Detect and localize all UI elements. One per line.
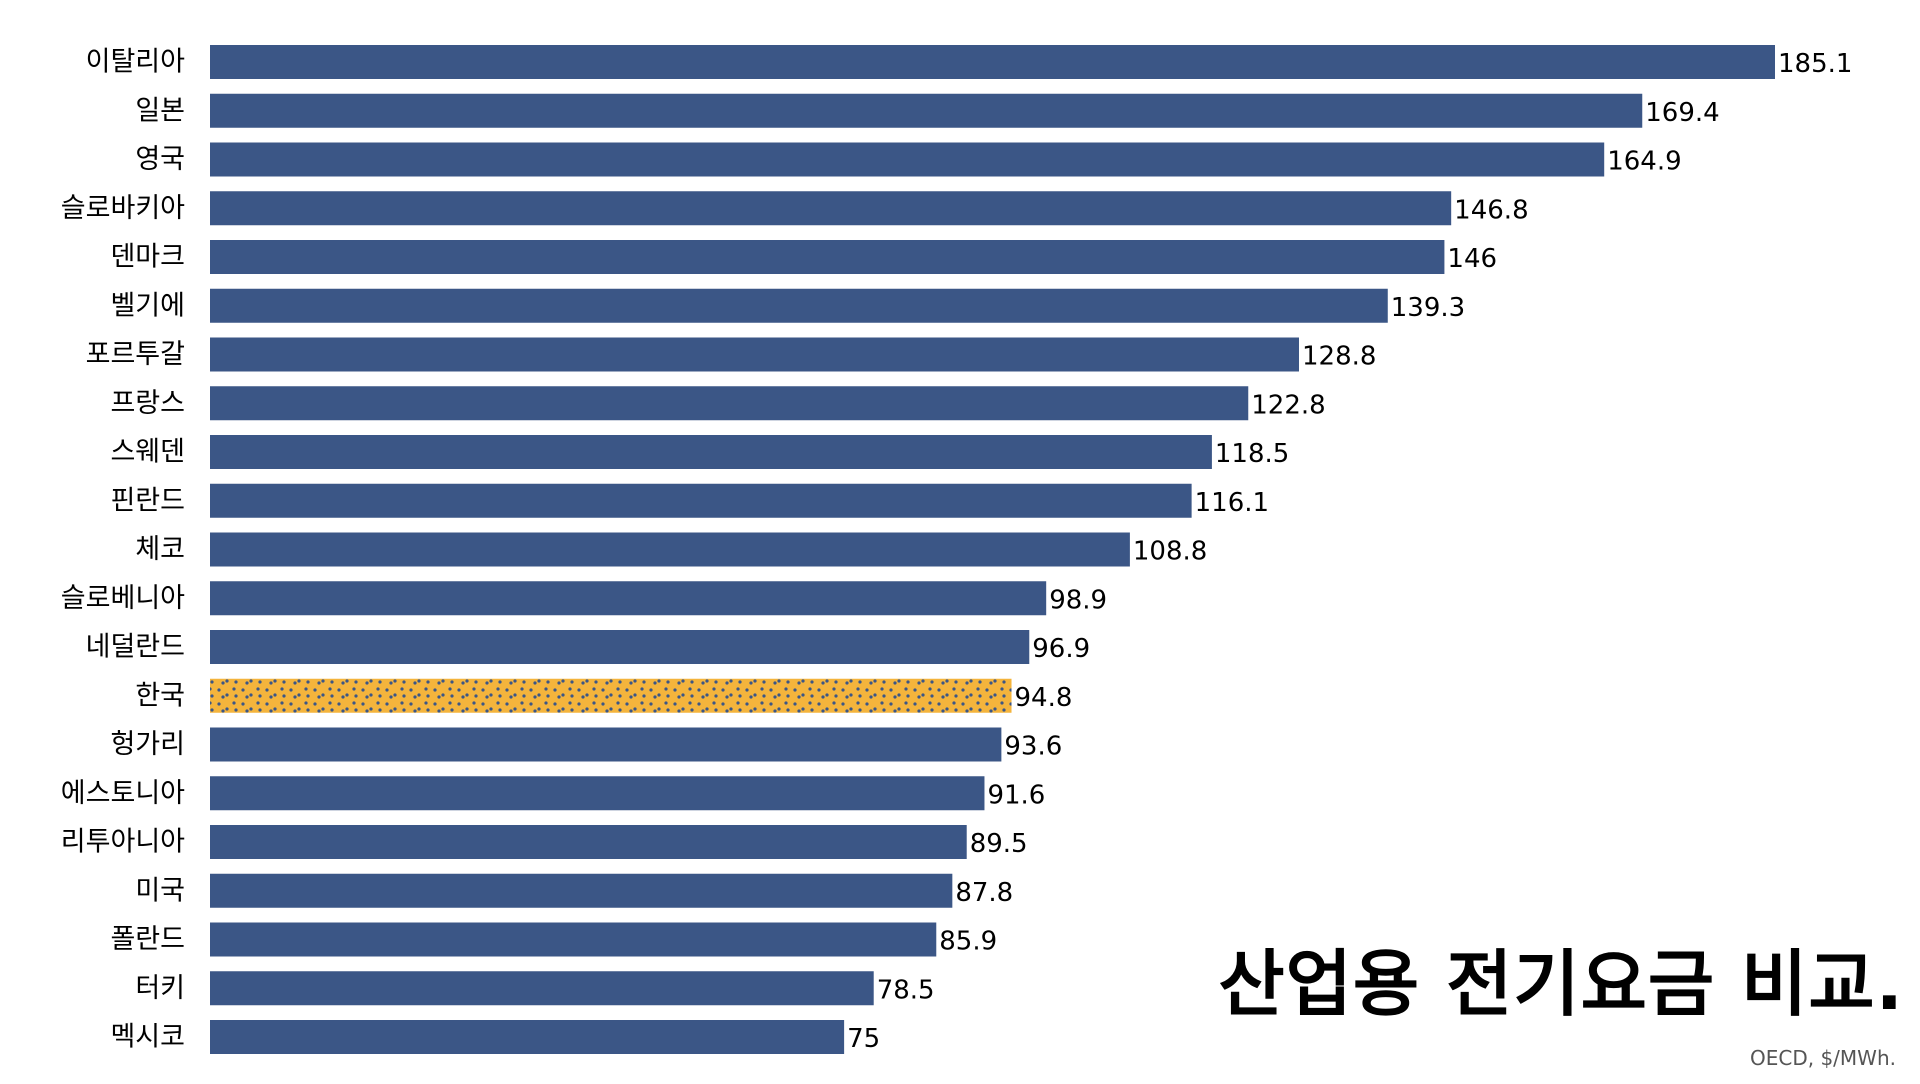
bar-item-11 [210, 581, 1047, 616]
bar-item-8 [210, 435, 1212, 469]
value-label-item-8: 118.5 [1215, 439, 1289, 469]
bar-item-0 [210, 45, 1775, 79]
chart-title: 산업용 전기요금 비교. [1218, 942, 1904, 1026]
category-label-item-13: 한국 [135, 680, 185, 711]
value-label-item-12: 96.9 [1032, 634, 1090, 664]
category-label-item-2: 영국 [135, 144, 185, 175]
bar-item-20 [210, 1020, 845, 1054]
bar-item-4 [210, 240, 1445, 274]
value-label-item-16: 89.5 [970, 829, 1028, 859]
value-label-item-0: 185.1 [1778, 49, 1852, 79]
value-label-item-13: 94.8 [1015, 683, 1073, 713]
bar-item-3 [210, 191, 1452, 226]
bar-item-5 [210, 288, 1388, 323]
value-label-item-9: 116.1 [1195, 488, 1269, 518]
category-label-item-8: 스웨덴 [110, 437, 185, 468]
category-label-item-9: 핀란드 [110, 485, 185, 516]
value-label-item-10: 108.8 [1133, 537, 1207, 567]
value-label-item-1: 169.4 [1645, 98, 1719, 128]
bar-item-9 [210, 483, 1192, 518]
category-label-item-3: 슬로바키아 [61, 193, 185, 224]
bar-item-17 [210, 873, 953, 908]
category-label-item-16: 리투아니아 [61, 827, 185, 858]
value-label-item-3: 146.8 [1454, 195, 1528, 225]
bar-item-7 [210, 386, 1249, 421]
source-note: OECD, $/MWh. [1750, 1046, 1896, 1070]
bar-item-10 [210, 532, 1130, 567]
value-label-item-20: 75 [847, 1024, 880, 1054]
category-label-item-15: 에스토니아 [61, 778, 185, 809]
value-label-item-2: 164.9 [1607, 147, 1681, 177]
value-label-item-17: 87.8 [955, 878, 1013, 908]
category-label-item-20: 멕시코 [110, 1022, 185, 1053]
bar-item-18 [210, 922, 937, 957]
value-label-item-11: 98.9 [1049, 585, 1107, 615]
category-label-item-5: 벨기에 [110, 290, 185, 321]
bar-item-2 [210, 142, 1605, 177]
category-label-item-14: 헝가리 [110, 729, 185, 760]
category-label-item-0: 이탈리아 [86, 47, 186, 78]
value-label-item-4: 146 [1447, 244, 1497, 274]
category-label-item-1: 일본 [135, 95, 185, 126]
bar-item-16 [210, 825, 967, 859]
category-label-item-7: 프랑스 [110, 388, 185, 419]
category-label-item-17: 미국 [135, 875, 185, 906]
bar-item-19 [210, 971, 874, 1006]
value-label-item-19: 78.5 [877, 975, 935, 1005]
bar-item-1 [210, 93, 1643, 128]
value-label-item-5: 139.3 [1391, 293, 1465, 323]
category-label-item-19: 터키 [135, 973, 185, 1004]
value-label-item-7: 122.8 [1251, 390, 1325, 420]
value-label-item-15: 91.6 [987, 780, 1045, 810]
bar-item-12 [210, 630, 1030, 664]
category-label-item-4: 덴마크 [110, 242, 185, 273]
category-label-item-10: 체코 [135, 534, 185, 565]
bar-highlighted [210, 678, 1012, 713]
category-label-item-18: 폴란드 [110, 924, 185, 955]
bar-item-15 [210, 776, 985, 811]
category-label-item-12: 네덜란드 [86, 632, 185, 663]
bar-item-6 [210, 337, 1299, 372]
value-label-item-6: 128.8 [1302, 342, 1376, 372]
value-label-item-18: 85.9 [939, 927, 997, 957]
category-label-item-6: 포르투갈 [86, 339, 185, 370]
value-label-item-14: 93.6 [1004, 732, 1062, 762]
bar-item-14 [210, 727, 1002, 762]
category-label-item-11: 슬로베니아 [61, 583, 185, 614]
